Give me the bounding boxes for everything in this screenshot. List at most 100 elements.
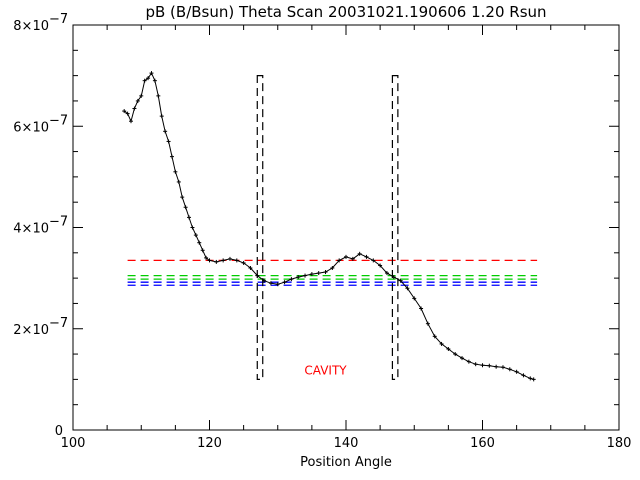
data-point: [149, 71, 154, 76]
y-tick-label: 4×10: [13, 222, 49, 237]
data-point: [398, 278, 403, 283]
chart-title: pB (B/Bsun) Theta Scan 20031021.190606 1…: [145, 3, 546, 21]
data-point: [303, 273, 308, 278]
data-point: [344, 254, 348, 259]
data-point: [460, 356, 465, 361]
annotations: CAVITY: [304, 363, 347, 377]
data-point: [425, 321, 430, 326]
y-tick-exponent: −7: [49, 12, 68, 27]
data-point: [500, 365, 505, 370]
data-point: [214, 259, 219, 264]
data-point: [521, 373, 526, 378]
data-point: [507, 367, 512, 372]
cavity-label: CAVITY: [304, 363, 347, 377]
data-point: [480, 363, 485, 368]
y-tick-exponent: −7: [49, 316, 68, 331]
cavity-boundaries: [256, 75, 399, 380]
data-point: [405, 286, 410, 291]
data-point: [514, 369, 519, 374]
data-point: [378, 263, 383, 268]
data-point: [234, 258, 239, 263]
y-tick-label: 6×10: [13, 120, 49, 135]
data-point: [139, 93, 144, 98]
data-point: [169, 154, 174, 159]
y-tick-exponent: −7: [49, 215, 68, 230]
data-point: [142, 78, 147, 83]
data-point: [146, 76, 151, 81]
cavity-boundary-box: [391, 75, 399, 380]
data-point: [132, 106, 137, 111]
data-point: [255, 273, 260, 278]
data-point: [204, 255, 209, 260]
data-point: [180, 195, 185, 200]
data-point: [221, 258, 226, 263]
data-point: [473, 362, 478, 367]
data-point: [227, 256, 232, 261]
x-tick-label: 160: [470, 436, 495, 451]
x-tick-label: 100: [61, 436, 86, 451]
data-point: [364, 254, 369, 259]
y-tick-label: 8×10: [13, 19, 49, 34]
y-tick-exponent: −7: [49, 113, 68, 128]
data-point: [152, 78, 157, 83]
data-series-line: [123, 72, 534, 380]
reference-lines: [127, 259, 538, 286]
data-point: [129, 119, 134, 124]
data-point: [125, 111, 130, 116]
data-point: [330, 266, 335, 270]
cavity-boundary-box: [256, 75, 264, 380]
data-point: [412, 296, 417, 301]
data-point: [439, 341, 444, 346]
data-point: [350, 256, 355, 261]
data-point: [197, 240, 202, 245]
data-point: [268, 281, 273, 286]
data-point: [309, 272, 314, 277]
x-tick-label: 120: [197, 436, 222, 451]
data-point: [289, 277, 294, 282]
data-point: [371, 258, 376, 263]
data-point: [187, 215, 192, 220]
data-point: [487, 363, 492, 368]
x-tick-label: 180: [607, 436, 632, 451]
data-point: [176, 179, 181, 184]
data-point: [391, 275, 396, 280]
y-tick-label: 2×10: [13, 323, 49, 338]
data-point: [296, 275, 301, 280]
data-point: [453, 352, 458, 357]
data-point: [466, 359, 471, 364]
x-axis-label: Position Angle: [300, 455, 392, 470]
data-point: [384, 271, 389, 276]
data-point: [159, 114, 164, 119]
data-point: [494, 364, 499, 369]
data-point: [531, 377, 536, 382]
data-point: [207, 258, 212, 263]
data-point: [419, 306, 424, 311]
data-point: [337, 258, 342, 263]
data-point: [323, 270, 328, 275]
data-point: [282, 280, 287, 285]
data-point: [528, 376, 533, 381]
data-point: [135, 98, 140, 103]
series-layer: [122, 71, 536, 382]
data-point: [183, 205, 188, 210]
data-point: [275, 282, 280, 287]
data-point: [357, 251, 362, 256]
data-point: [163, 129, 168, 134]
data-point: [193, 233, 198, 238]
data-point: [200, 248, 205, 253]
data-point: [262, 278, 267, 283]
data-point: [316, 271, 321, 276]
data-point: [166, 139, 171, 144]
x-tick-label: 140: [334, 436, 359, 451]
data-point: [156, 93, 161, 98]
y-tick-label: 0: [55, 424, 63, 439]
data-point: [241, 260, 246, 265]
data-point: [432, 334, 437, 339]
data-point: [122, 109, 127, 114]
data-point: [248, 266, 253, 270]
data-point: [446, 347, 451, 351]
data-point: [190, 225, 195, 230]
data-point: [173, 169, 178, 174]
